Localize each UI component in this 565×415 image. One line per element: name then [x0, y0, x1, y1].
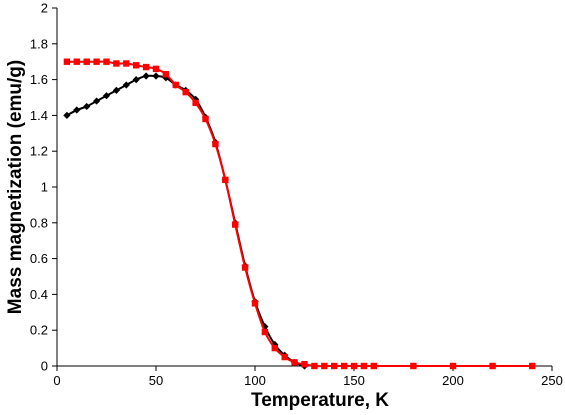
data-point-diamond [271, 340, 279, 349]
data-point-square [321, 362, 328, 370]
y-ticks: 0 0.2 0.4 0.6 0.8 1 1.2 1.4 1.6 1.8 2 [30, 1, 57, 374]
data-point-square [182, 88, 189, 96]
y-tick-label: 1.2 [30, 144, 48, 159]
series-1-line [66, 74, 305, 367]
data-point-diamond [63, 111, 71, 119]
data-point-diamond [122, 81, 130, 89]
plot-area: 0 0.2 0.4 0.6 0.8 1 1.2 1.4 1.6 1.8 2 0 50 100 150 200… [30, 1, 563, 389]
data-point-square [142, 63, 150, 71]
x-axis-title: Temperature, K [251, 390, 389, 411]
series-layer [63, 58, 536, 370]
data-point-square [281, 353, 288, 361]
data-point-square [133, 62, 140, 69]
data-point-square [232, 221, 239, 228]
y-tick-label: 1 [41, 180, 48, 195]
data-point-square [113, 60, 120, 67]
x-ticks: 0 50 100 150 200 250 [53, 366, 563, 388]
data-point-square [301, 361, 308, 368]
data-point-square [192, 99, 199, 107]
data-point-diamond [152, 72, 160, 80]
data-point-square [271, 344, 278, 352]
data-point-diamond [142, 72, 150, 80]
data-point-square [251, 300, 259, 307]
data-point-square [241, 264, 249, 271]
data-point-square [291, 359, 298, 366]
data-point-square [202, 115, 209, 123]
data-point-square [261, 328, 269, 336]
y-tick-label: 1.8 [30, 36, 48, 51]
y-tick-label: 0.4 [30, 287, 48, 302]
x-tick-label: 100 [244, 373, 266, 388]
data-point-square [93, 58, 100, 65]
x-tick-label: 250 [541, 373, 563, 388]
data-point-square [529, 362, 536, 370]
data-point-diamond [83, 102, 91, 111]
data-point-square [360, 362, 368, 370]
data-point-diamond [132, 76, 140, 84]
data-point-square [350, 362, 358, 370]
y-axis-title: Mass magnetization (emu/g) [5, 60, 26, 314]
data-point-square [311, 362, 318, 370]
data-point-square [123, 60, 130, 67]
data-point-square [172, 81, 179, 89]
data-point-square [331, 362, 338, 370]
series-1 [63, 72, 309, 370]
y-tick-label: 0.2 [30, 323, 48, 338]
x-tick-label: 50 [149, 373, 163, 388]
data-point-square [212, 140, 219, 148]
data-point-square [449, 362, 457, 370]
data-point-square [152, 65, 160, 73]
y-tick-label: 0 [41, 359, 48, 374]
data-point-diamond [73, 106, 81, 114]
data-point-diamond [93, 97, 101, 105]
data-point-square [83, 58, 90, 65]
data-point-square [73, 58, 80, 65]
y-tick-label: 1.6 [30, 72, 48, 87]
series-2 [63, 58, 536, 370]
data-point-square [222, 176, 229, 184]
x-tick-label: 0 [53, 373, 60, 388]
data-point-square [489, 362, 496, 370]
y-tick-label: 2 [41, 1, 48, 16]
data-point-square [370, 362, 377, 370]
y-tick-label: 0.8 [30, 215, 48, 230]
data-point-square [410, 362, 417, 370]
data-point-square [340, 362, 348, 370]
y-tick-label: 0.6 [30, 251, 48, 266]
data-point-square [63, 58, 71, 65]
data-point-diamond [112, 86, 120, 94]
data-point-square [103, 58, 110, 65]
series-2-line [66, 60, 533, 368]
data-point-diamond [102, 92, 111, 100]
y-tick-label: 1.4 [30, 108, 48, 123]
data-point-square [162, 71, 170, 78]
x-tick-label: 200 [442, 373, 464, 388]
x-tick-label: 150 [343, 373, 365, 388]
